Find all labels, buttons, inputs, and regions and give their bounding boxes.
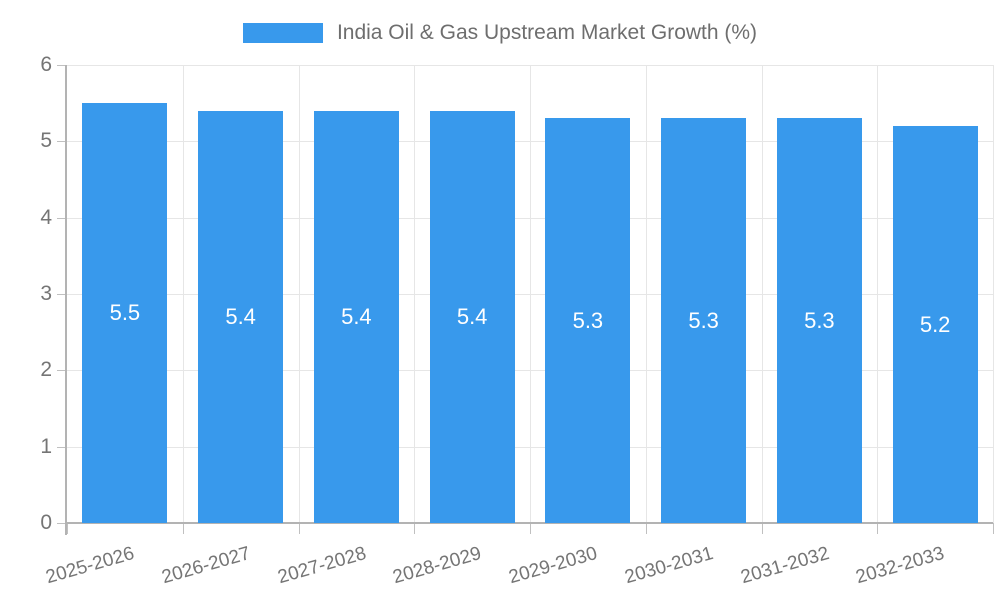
bar	[545, 118, 631, 523]
x-axis-tick	[993, 523, 994, 534]
y-axis-tick	[57, 446, 67, 448]
y-axis-tick-label: 1	[40, 434, 52, 458]
y-axis-tick	[57, 523, 67, 524]
gridline-vertical	[877, 65, 879, 523]
x-axis-tick-label: 2026-2027	[159, 543, 253, 589]
gridline-vertical	[993, 65, 994, 523]
bar-value-label: 5.4	[225, 303, 256, 329]
gridline-vertical	[645, 65, 647, 523]
x-axis-tick-label: 2030-2031	[622, 543, 716, 589]
y-axis-tick	[57, 65, 67, 66]
y-axis-tick-label: 0	[40, 511, 52, 534]
x-axis-tick-label: 2028-2029	[390, 543, 484, 589]
bar	[429, 110, 515, 523]
x-axis-tick	[761, 523, 763, 534]
bar-value-label: 5.3	[572, 307, 604, 333]
x-axis-tick	[530, 523, 531, 534]
x-axis-tick	[414, 523, 416, 534]
x-axis-tick	[298, 523, 300, 534]
bar-value-label: 5.4	[341, 303, 372, 329]
y-axis-tick-label: 6	[40, 53, 52, 76]
x-axis-tick-label: 2029-2030	[506, 543, 600, 589]
x-axis-tick-label: 2025-2026	[43, 543, 137, 589]
y-axis-tick	[57, 370, 67, 372]
x-axis-tick	[182, 523, 184, 534]
x-axis-tick-label: 2032-2033	[853, 543, 947, 589]
bar	[661, 118, 747, 523]
chart-legend[interactable]: India Oil & Gas Upstream Market Growth (…	[0, 20, 1000, 46]
bar-value-label: 5.5	[109, 300, 141, 326]
gridline-vertical	[298, 65, 300, 523]
y-axis-tick-label: 3	[40, 282, 52, 305]
y-axis-tick-label: 5	[40, 129, 52, 153]
bar	[892, 126, 978, 523]
bar	[198, 110, 284, 523]
bar-value-label: 5.3	[804, 307, 835, 333]
y-axis-line	[65, 65, 67, 535]
bar	[82, 103, 168, 523]
legend-label: India Oil & Gas Upstream Market Growth (…	[336, 21, 758, 44]
x-axis-tick	[877, 523, 879, 534]
gridline-vertical	[414, 65, 416, 523]
x-axis-tick-label: 2031-2032	[738, 543, 832, 589]
y-axis-tick	[57, 141, 67, 143]
x-axis-line	[67, 522, 993, 524]
bar-value-label: 5.4	[456, 303, 488, 329]
gridline-vertical	[761, 65, 763, 523]
bar-value-label: 5.2	[919, 311, 951, 337]
legend-swatch	[242, 23, 323, 43]
y-axis-tick-label: 4	[40, 205, 52, 229]
x-axis-tick-label: 2027-2028	[275, 543, 369, 589]
y-axis-tick	[57, 294, 67, 295]
gridline-vertical	[182, 65, 184, 523]
y-axis-tick-label: 2	[40, 358, 52, 382]
bar	[313, 110, 399, 523]
gridline-vertical	[530, 65, 531, 523]
x-axis-tick	[645, 523, 647, 534]
y-axis-tick	[57, 217, 67, 219]
bar	[776, 118, 862, 523]
bar-value-label: 5.3	[688, 307, 719, 333]
x-axis-tick	[67, 523, 68, 534]
